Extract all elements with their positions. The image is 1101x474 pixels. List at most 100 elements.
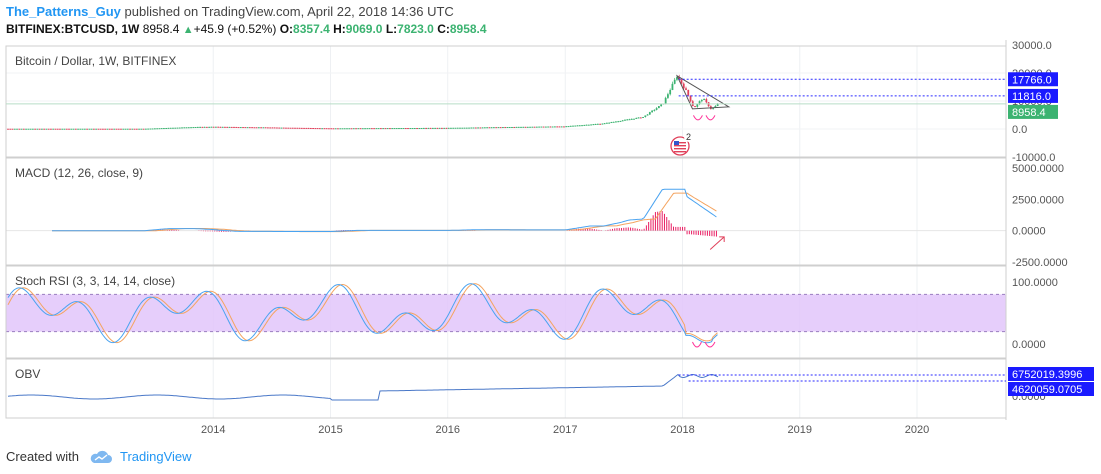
candle-body	[621, 120, 624, 122]
candle-body	[664, 97, 667, 104]
candle-body	[63, 128, 66, 130]
candle-body	[488, 127, 491, 129]
candle-body	[549, 126, 552, 128]
candle-body	[560, 126, 563, 128]
pane-title-3: OBV	[15, 367, 40, 381]
candle-body	[554, 126, 556, 128]
candle-body	[144, 128, 147, 130]
candle-body	[382, 128, 385, 130]
candle-body	[517, 126, 520, 128]
candle-body	[176, 127, 179, 129]
smile-arc-0	[692, 115, 703, 121]
pane-frame-1	[5, 157, 1007, 266]
candle-body	[364, 128, 366, 130]
candle-body	[535, 126, 538, 128]
candle-body	[653, 109, 656, 111]
candle-body	[185, 127, 188, 129]
candle-body	[533, 126, 536, 128]
high-label: H:	[333, 22, 346, 36]
candle-body	[637, 117, 640, 119]
candle-body	[578, 125, 581, 127]
candle-body	[346, 128, 348, 130]
candle-body	[628, 119, 631, 121]
candle-body	[269, 127, 272, 129]
x-tick-label: 2019	[788, 424, 812, 436]
candle-body	[567, 126, 570, 128]
candle-body	[617, 121, 620, 123]
candle-body	[126, 128, 129, 130]
close-label: C:	[437, 22, 450, 36]
candle-body	[160, 128, 163, 130]
candle-body	[655, 108, 658, 110]
x-tick-label: 2016	[435, 424, 459, 436]
candle-body	[477, 127, 479, 129]
price-y-tick: 0.0	[1012, 124, 1027, 136]
candle-body	[210, 126, 213, 128]
candle-body	[156, 128, 159, 130]
price-y-tick: 30000.0	[1012, 40, 1052, 52]
stoch-smile-arc-1	[704, 341, 716, 348]
author-link[interactable]: The_Patterns_Guy	[6, 4, 121, 19]
candle-body	[244, 127, 247, 129]
tradingview-brand-link[interactable]: TradingView	[120, 449, 192, 464]
candle-body	[599, 123, 602, 125]
candle-body	[646, 114, 649, 116]
candle-body	[138, 128, 140, 130]
candle-body	[303, 127, 305, 129]
candle-body	[461, 127, 464, 129]
candle-body	[696, 103, 699, 107]
candle-body	[52, 128, 55, 130]
candle-body	[377, 128, 380, 130]
candle-body	[106, 128, 109, 130]
candle-body	[251, 127, 253, 129]
candle-body	[544, 126, 547, 128]
candle-body	[115, 128, 118, 130]
candle-body	[497, 127, 500, 129]
candle-body	[513, 126, 516, 128]
candle-body	[169, 127, 172, 129]
candle-body	[95, 128, 98, 130]
candle-body	[542, 126, 545, 128]
candle-body	[117, 128, 120, 130]
candle-body	[508, 127, 511, 129]
us-flag-marker-icon[interactable]: 2	[670, 132, 694, 156]
candle-body	[515, 126, 518, 128]
low-value: 7823.0	[397, 22, 434, 36]
candle-body	[102, 128, 104, 130]
candle-body	[456, 127, 459, 129]
candle-body	[490, 127, 493, 129]
candle-body	[538, 126, 540, 128]
candle-body	[219, 126, 222, 128]
publish-info: The_Patterns_Guy published on TradingVie…	[6, 4, 454, 19]
price-label-0: 17766.0	[1012, 74, 1052, 86]
candle-body	[676, 77, 678, 80]
candle-body	[499, 127, 502, 129]
candle-body	[260, 127, 263, 129]
candle-body	[158, 128, 161, 130]
footer: Created with TradingView	[6, 449, 192, 466]
candle-body	[526, 126, 529, 128]
candle-body	[520, 126, 522, 128]
candle-body	[569, 125, 572, 127]
candle-body	[370, 128, 373, 130]
candle-body	[673, 79, 676, 84]
candle-body	[416, 128, 418, 130]
candle-body	[113, 128, 116, 130]
candle-body	[74, 128, 77, 130]
stoch-y-tick: 100.0000	[1012, 277, 1058, 289]
candle-body	[11, 128, 14, 130]
candle-body	[615, 121, 617, 123]
candle-body	[233, 126, 235, 128]
macd-signal-line	[52, 192, 717, 233]
candle-body	[120, 128, 122, 130]
candle-body	[56, 128, 59, 130]
smile-arc-1	[705, 115, 716, 121]
candles	[7, 74, 719, 130]
symbol-info-bar: BITFINEX:BTCUSD, 1W 8958.4 ▲+45.9 (+0.52…	[6, 22, 487, 36]
candle-body	[190, 127, 192, 129]
high-value: 9069.0	[345, 22, 383, 36]
candle-body	[438, 127, 441, 129]
stoch-d-line	[7, 283, 718, 344]
candle-body	[705, 99, 708, 103]
